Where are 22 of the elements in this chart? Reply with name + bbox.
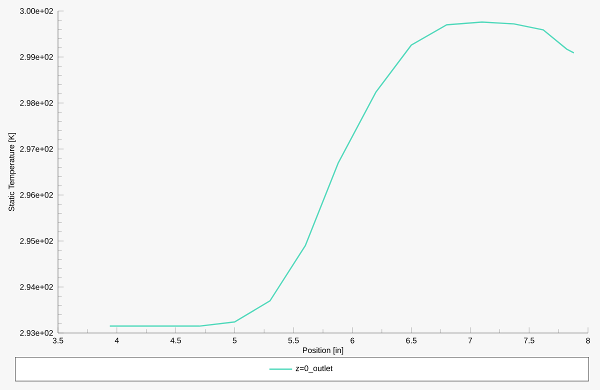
- y-tick-label: 3.00e+02: [20, 8, 53, 14]
- x-tick-label: 6.5: [406, 338, 417, 344]
- legend-label: z=0_outlet: [296, 365, 333, 373]
- y-tick-label: 2.94e+02: [20, 284, 53, 290]
- line-series: [109, 21, 575, 327]
- y-tick-label: 2.99e+02: [20, 54, 53, 60]
- y-tick-label: 2.93e+02: [20, 330, 53, 336]
- y-axis-title: Static Temperature [K]: [8, 133, 16, 212]
- x-tick-label: 4.5: [170, 338, 182, 344]
- x-tick-label: 5.5: [288, 338, 299, 344]
- y-tick-label: 2.95e+02: [20, 238, 53, 244]
- y-tick-label: 2.98e+02: [20, 100, 53, 106]
- x-tick-label: 4: [114, 338, 119, 344]
- x-tick-label: 7: [468, 338, 472, 344]
- x-tick-label: 7.5: [524, 338, 534, 344]
- x-tick-label: 8: [586, 338, 590, 344]
- x-tick-label: 3.5: [52, 338, 64, 344]
- x-tick-label: 5: [232, 338, 237, 344]
- x-axis-title: Position [in]: [302, 347, 344, 355]
- y-tick-label: 2.96e+02: [20, 192, 53, 198]
- x-tick-label: 6: [350, 338, 354, 344]
- y-tick-label: 2.97e+02: [20, 146, 53, 152]
